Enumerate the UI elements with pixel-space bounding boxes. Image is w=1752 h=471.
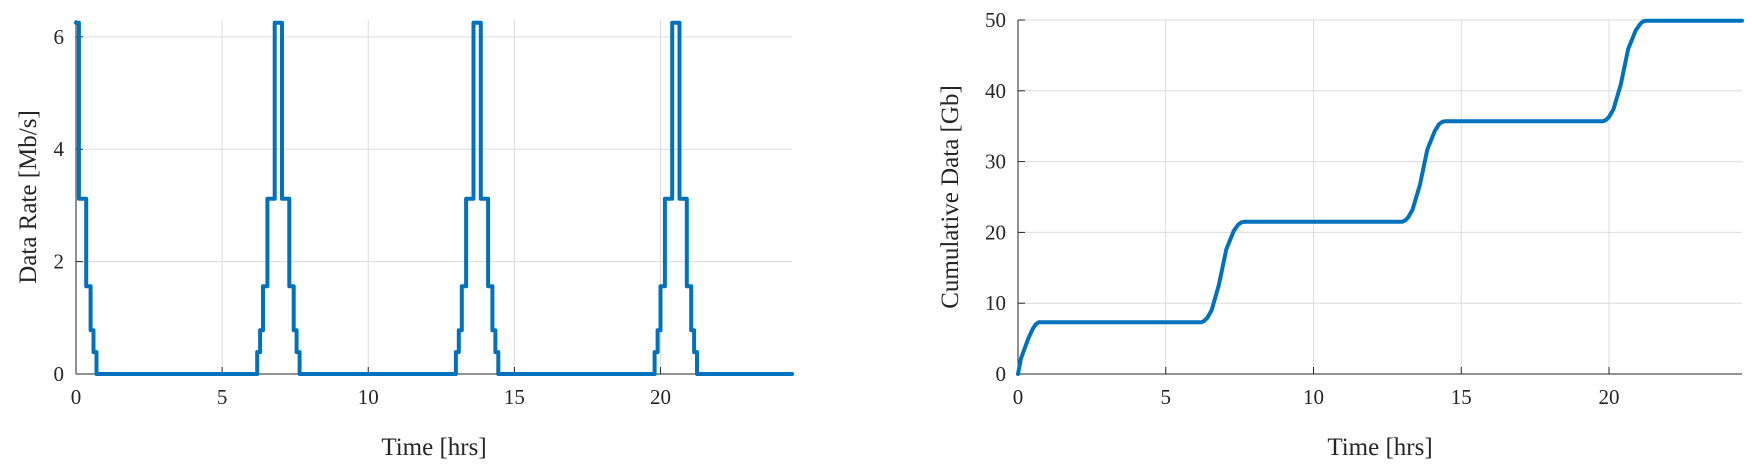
y-tick-label: 30 xyxy=(985,150,1006,174)
x-tick-label: 5 xyxy=(1161,385,1172,409)
cumulative-data-chart: 0 5 10 15 20 0 10 20 30 40 50 Time [hrs] Cumulative … xyxy=(937,8,1744,461)
series-line xyxy=(74,20,794,376)
x-tick-label: 15 xyxy=(1451,385,1472,409)
y-tick-label: 6 xyxy=(54,25,65,49)
y-axis-label: Cumulative Data [Gb] xyxy=(937,85,964,309)
y-tick-label: 20 xyxy=(985,220,1006,244)
y-tick-label: 0 xyxy=(996,362,1007,386)
x-tick-label: 15 xyxy=(504,385,525,409)
y-axis-label: Data Rate [Mb/s] xyxy=(15,110,42,284)
y-tick-label: 40 xyxy=(985,79,1006,103)
x-axis-label: Time [hrs] xyxy=(381,434,486,461)
y-tick-label: 50 xyxy=(985,8,1006,32)
x-tick-label: 0 xyxy=(71,385,82,409)
x-tick-label: 20 xyxy=(650,385,671,409)
y-tick-label: 2 xyxy=(54,250,65,274)
x-axis-label: Time [hrs] xyxy=(1327,434,1432,461)
series-line xyxy=(1016,18,1744,376)
x-tick-label: 20 xyxy=(1599,385,1620,409)
x-tick-label: 0 xyxy=(1013,385,1024,409)
y-tick-label: 0 xyxy=(54,362,65,386)
data-rate-chart: 0 5 10 15 20 0 2 4 6 Time [hrs] Data Rate [Mb/s] xyxy=(15,20,794,461)
y-tick-label: 4 xyxy=(54,137,65,161)
y-tick-label: 10 xyxy=(985,291,1006,315)
x-tick-label: 5 xyxy=(217,385,228,409)
x-tick-label: 10 xyxy=(1303,385,1324,409)
x-tick-label: 10 xyxy=(358,385,379,409)
